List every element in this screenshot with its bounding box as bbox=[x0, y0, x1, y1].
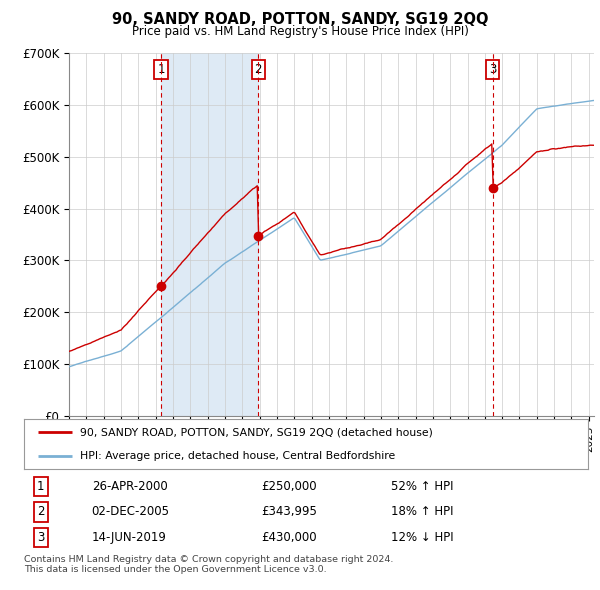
Text: 18% ↑ HPI: 18% ↑ HPI bbox=[391, 505, 453, 519]
Text: Price paid vs. HM Land Registry's House Price Index (HPI): Price paid vs. HM Land Registry's House … bbox=[131, 25, 469, 38]
Text: 90, SANDY ROAD, POTTON, SANDY, SG19 2QQ (detached house): 90, SANDY ROAD, POTTON, SANDY, SG19 2QQ … bbox=[80, 427, 433, 437]
Text: £430,000: £430,000 bbox=[261, 531, 317, 544]
Text: 1: 1 bbox=[37, 480, 44, 493]
Text: 02-DEC-2005: 02-DEC-2005 bbox=[92, 505, 170, 519]
Bar bbox=[161, 53, 258, 416]
Text: 14-JUN-2019: 14-JUN-2019 bbox=[92, 531, 167, 544]
Text: 90, SANDY ROAD, POTTON, SANDY, SG19 2QQ: 90, SANDY ROAD, POTTON, SANDY, SG19 2QQ bbox=[112, 12, 488, 27]
Text: 1: 1 bbox=[157, 63, 165, 76]
Text: 2: 2 bbox=[254, 63, 262, 76]
Text: £250,000: £250,000 bbox=[261, 480, 317, 493]
Text: 52% ↑ HPI: 52% ↑ HPI bbox=[391, 480, 453, 493]
Text: HPI: Average price, detached house, Central Bedfordshire: HPI: Average price, detached house, Cent… bbox=[80, 451, 395, 461]
Text: £343,995: £343,995 bbox=[261, 505, 317, 519]
Text: 26-APR-2000: 26-APR-2000 bbox=[92, 480, 167, 493]
Text: Contains HM Land Registry data © Crown copyright and database right 2024.
This d: Contains HM Land Registry data © Crown c… bbox=[24, 555, 394, 574]
Text: 2: 2 bbox=[37, 505, 44, 519]
Text: 12% ↓ HPI: 12% ↓ HPI bbox=[391, 531, 453, 544]
Text: 3: 3 bbox=[489, 63, 496, 76]
Text: 3: 3 bbox=[37, 531, 44, 544]
